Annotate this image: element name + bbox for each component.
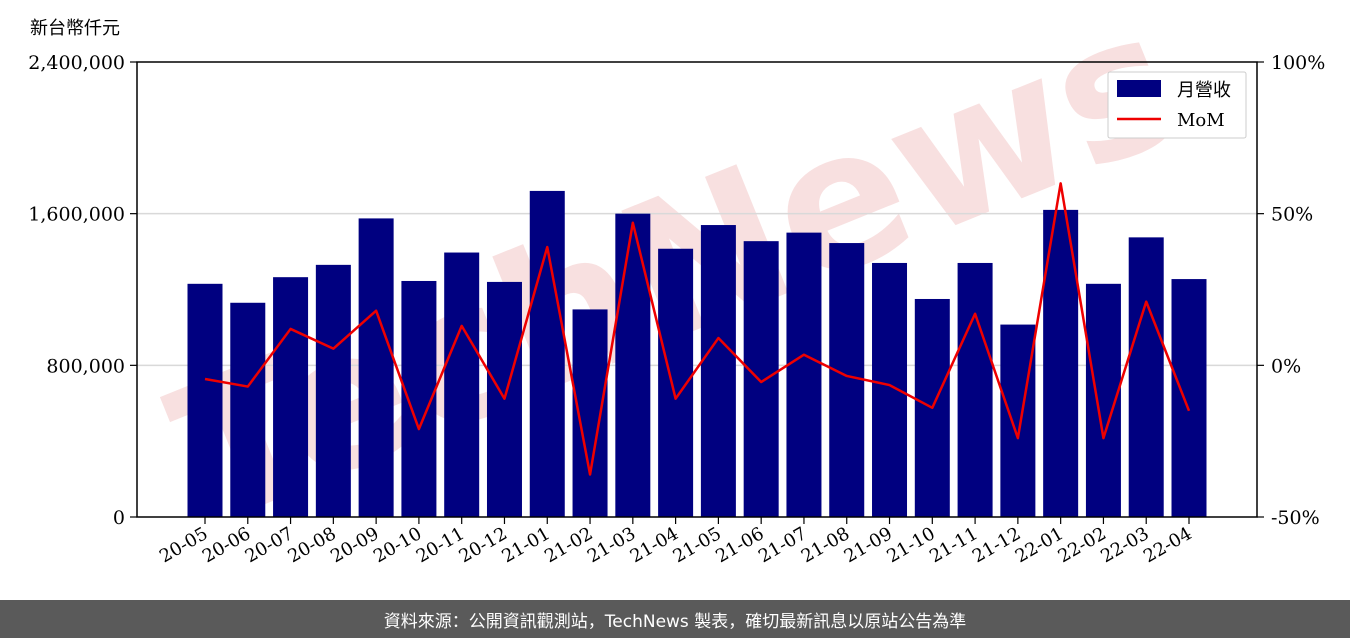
x-tick-label: 21-12 <box>969 523 1024 567</box>
bar <box>529 190 565 517</box>
x-tick-label: 21-08 <box>798 523 853 567</box>
x-tick-label: 21-10 <box>883 523 938 567</box>
x-tick-label: 20-11 <box>413 523 468 567</box>
y-axis-unit-label: 新台幣仟元 <box>30 18 120 39</box>
bar <box>315 264 351 517</box>
bar <box>1000 324 1036 517</box>
x-tick-label: 22-04 <box>1140 523 1195 567</box>
bar <box>187 283 223 517</box>
y-left-tick-label: 800,000 <box>46 355 125 377</box>
bar <box>700 225 736 517</box>
legend-label-revenue: 月營收 <box>1177 80 1231 101</box>
legend-bar-swatch <box>1117 80 1161 97</box>
y-right-tick-label: 0% <box>1271 355 1301 377</box>
x-tick-label: 21-02 <box>541 523 596 567</box>
bar <box>615 213 651 517</box>
x-tick-label: 22-03 <box>1097 523 1152 567</box>
bar <box>829 243 865 518</box>
source-footer: 資料來源：公開資訊觀測站，TechNews 製表，確切最新訊息以原站公告為準 <box>0 600 1350 638</box>
y-left-tick-label: 2,400,000 <box>28 52 125 74</box>
x-tick-label: 20-10 <box>370 523 425 567</box>
bar-series <box>187 190 1207 518</box>
mom-line <box>204 182 1191 476</box>
x-tick-label: 21-06 <box>712 523 767 567</box>
y-right-tick-label: 50% <box>1271 204 1313 226</box>
x-tick-label: 20-05 <box>156 523 211 567</box>
bar <box>1171 279 1207 517</box>
bar <box>230 302 266 517</box>
x-tick-label: 22-02 <box>1054 523 1109 567</box>
x-tick-label: 21-04 <box>627 523 682 567</box>
y-right-tick-label: -50% <box>1271 507 1320 529</box>
x-tick-label: 21-05 <box>669 523 724 567</box>
bar <box>1043 209 1079 517</box>
x-tick-label: 21-09 <box>841 523 896 567</box>
bar <box>786 232 822 517</box>
bar <box>273 277 309 517</box>
y-right-ticks: -50% 0% 50% 100% <box>1257 52 1325 529</box>
y-left-tick-label: 1,600,000 <box>28 204 125 226</box>
x-tick-label: 21-01 <box>498 523 553 567</box>
x-tick-label: 21-03 <box>584 523 639 567</box>
x-tick-label: 20-12 <box>456 523 511 567</box>
legend-label-mom: MoM <box>1177 110 1225 131</box>
legend: 月營收 MoM <box>1107 71 1247 139</box>
bar <box>358 218 394 517</box>
bar <box>743 241 779 517</box>
mom-line-series <box>204 182 1191 476</box>
y-right-tick-label: 100% <box>1271 52 1325 74</box>
x-tick-label: 20-09 <box>327 523 382 567</box>
plot-frame <box>136 61 1258 518</box>
bar <box>957 262 993 517</box>
x-tick-label: 21-07 <box>755 523 810 567</box>
bar <box>1128 237 1164 518</box>
x-tick-label: 21-11 <box>926 523 981 567</box>
x-tick-label: 22-01 <box>1012 523 1067 567</box>
bar <box>444 252 480 517</box>
bar <box>872 262 908 517</box>
y-left-tick-label: 0 <box>113 507 125 529</box>
y-left-ticks: 0 800,000 1,600,000 2,400,000 <box>28 52 137 529</box>
